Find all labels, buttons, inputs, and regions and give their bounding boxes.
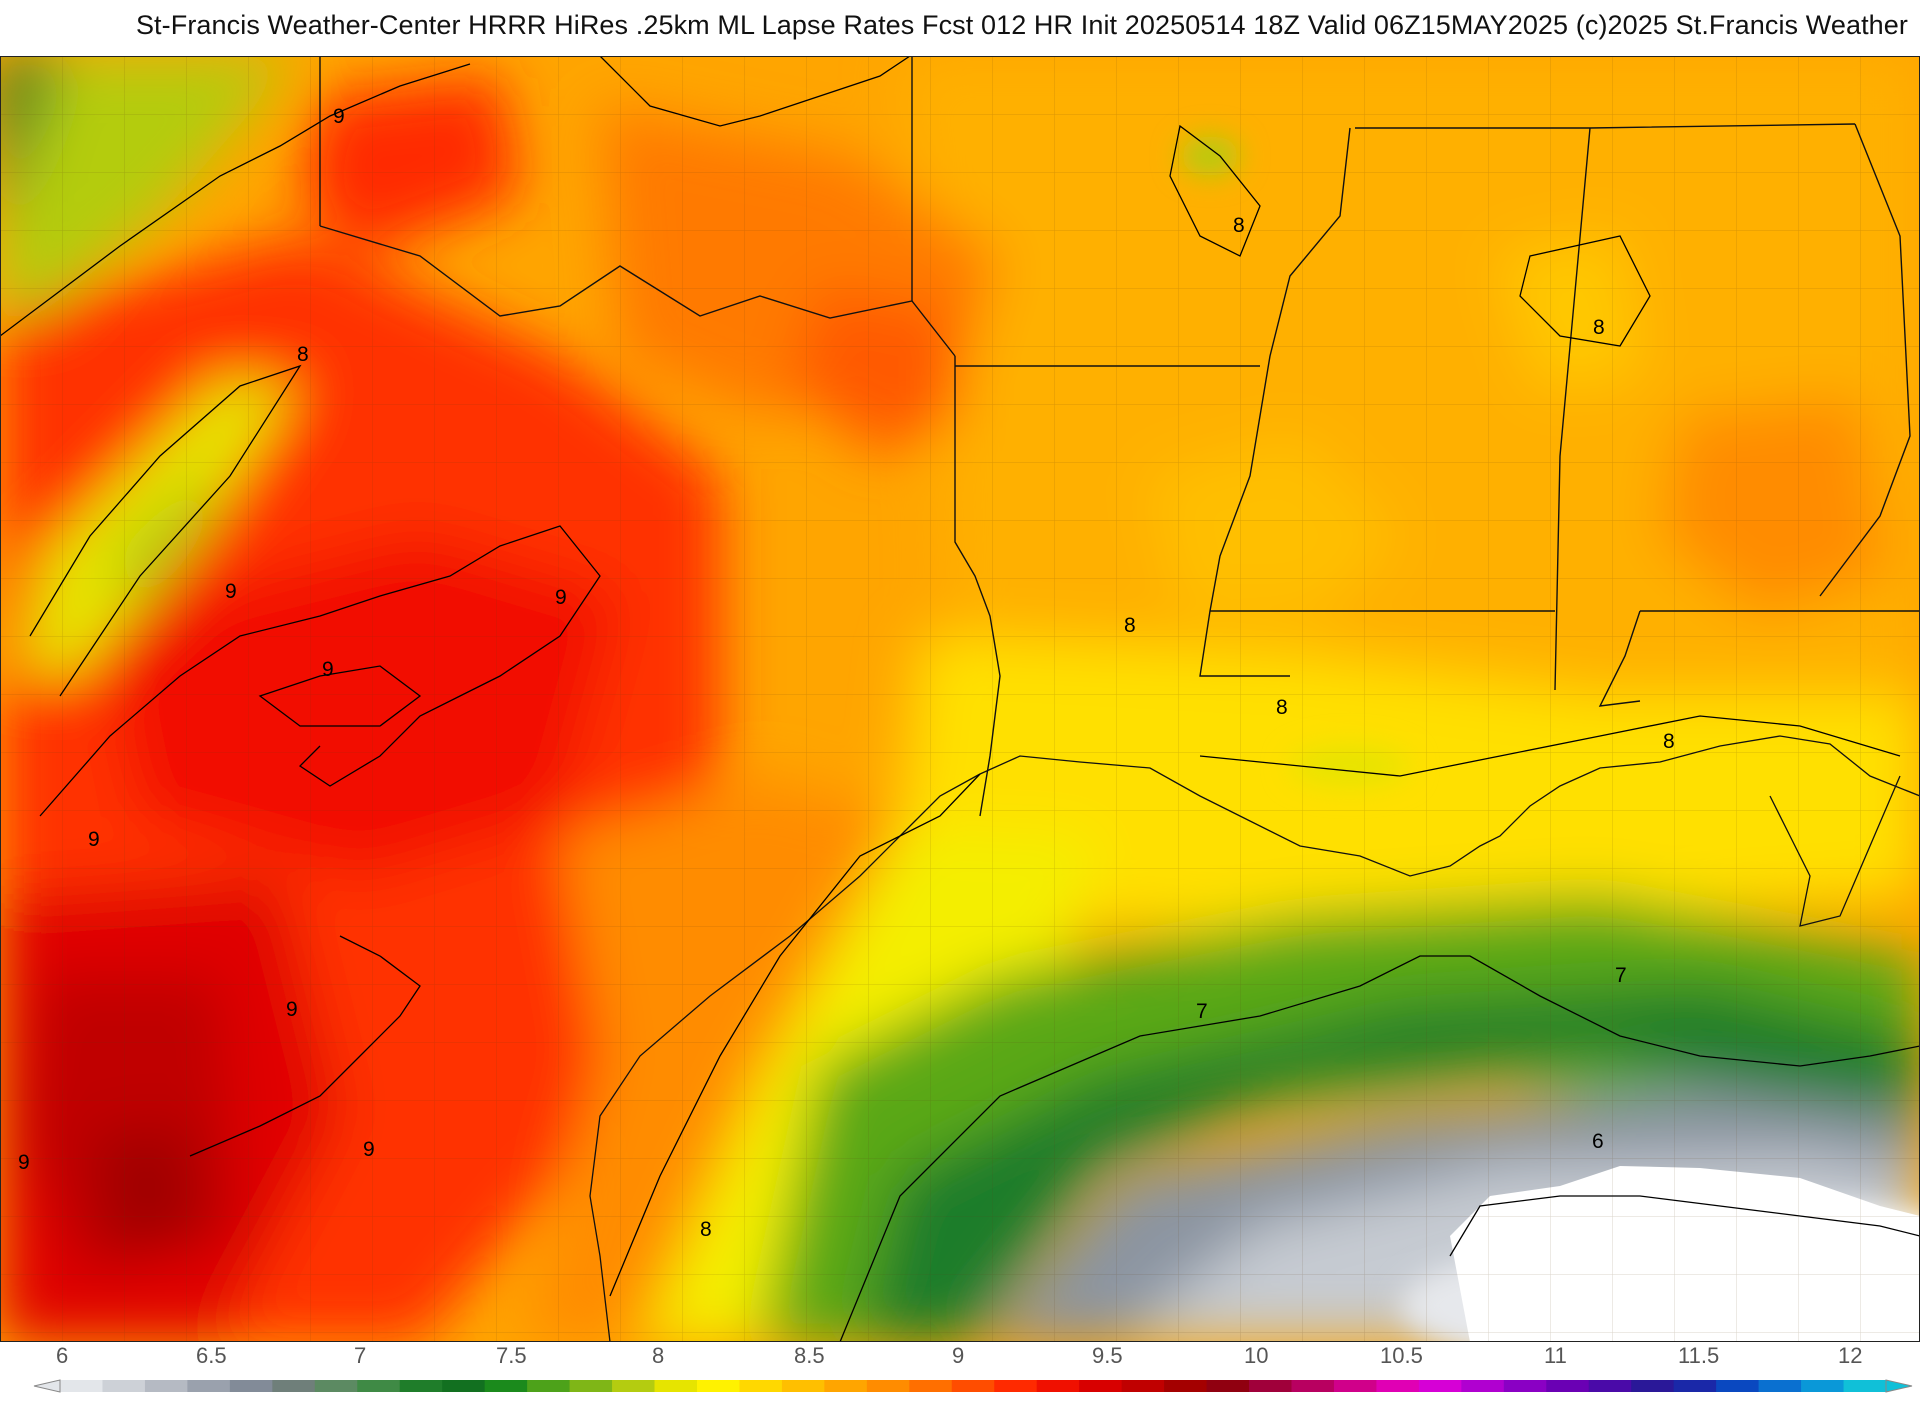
scale-cell — [314, 1380, 358, 1392]
scale-cell — [272, 1380, 316, 1392]
scale-cell — [144, 1380, 188, 1392]
scale-cell — [1206, 1380, 1250, 1392]
contour-label: 8 — [1276, 696, 1288, 719]
scale-cell — [1418, 1380, 1462, 1392]
contour-label: 8 — [1593, 316, 1605, 339]
contour-label: 9 — [555, 586, 567, 609]
scale-cell — [1503, 1380, 1547, 1392]
contour-label: 7 — [1196, 1000, 1208, 1023]
scale-cell — [612, 1380, 656, 1392]
county-grid — [0, 56, 1920, 1342]
lapse-rate-map: 9 8 9 9 9 9 9 9 9 8 8 8 8 8 8 7 7 6 — [0, 55, 1920, 1366]
scale-tick: 6.5 — [196, 1343, 227, 1368]
color-scale: 6 6.5 7 7.5 8 8.5 9 9.5 10 10.5 11 11.5 … — [0, 1342, 1920, 1400]
scale-cell — [654, 1380, 698, 1392]
contour-label: 9 — [363, 1138, 375, 1161]
scale-cell — [229, 1380, 273, 1392]
coastline — [589, 735, 1920, 1343]
scale-cell — [60, 1380, 104, 1392]
scale-cell — [1121, 1380, 1165, 1392]
scale-tick: 10 — [1244, 1343, 1268, 1368]
contour-label: 9 — [286, 998, 298, 1021]
scale-left-arrow — [33, 1379, 61, 1393]
scale-tick: 6 — [56, 1343, 68, 1368]
scale-cell — [951, 1380, 995, 1392]
scale-right-arrow — [1885, 1379, 1913, 1393]
scale-cell — [1546, 1380, 1590, 1392]
contour-label: 8 — [700, 1218, 712, 1241]
contour-label: 7 — [1615, 964, 1627, 987]
scale-cell — [1843, 1380, 1887, 1392]
scale-cell — [1333, 1380, 1378, 1392]
scale-tick: 11 — [1544, 1343, 1567, 1368]
contour-label: 8 — [297, 343, 309, 366]
scale-tick-labels: 6 6.5 7 7.5 8 8.5 9 9.5 10 10.5 11 11.5 … — [56, 1343, 1862, 1368]
scale-cell — [1758, 1380, 1802, 1392]
scale-tick: 11.5 — [1678, 1343, 1719, 1368]
scale-cell — [1673, 1380, 1717, 1392]
scale-cell — [739, 1380, 783, 1392]
contour-labels: 9 8 9 9 9 9 9 9 9 8 8 8 8 8 8 7 7 6 — [18, 105, 1675, 1241]
scale-tick: 7 — [354, 1343, 366, 1368]
scale-tick: 8 — [652, 1343, 664, 1368]
map-title: St-Francis Weather-Center HRRR HiRes .25… — [135, 10, 1908, 40]
scale-cell — [824, 1380, 868, 1392]
scale-tick: 9.5 — [1092, 1343, 1123, 1368]
scale-tick: 10.5 — [1380, 1343, 1423, 1368]
scale-cell — [527, 1380, 571, 1392]
scale-cell — [1461, 1380, 1505, 1392]
scale-cell — [1164, 1380, 1208, 1392]
scale-cell — [1249, 1380, 1293, 1392]
scale-tick: 7.5 — [496, 1343, 527, 1368]
scale-cell — [1716, 1380, 1760, 1392]
scale-cell — [1631, 1380, 1675, 1392]
contour-label: 9 — [333, 105, 345, 128]
scale-cell — [484, 1380, 528, 1392]
scale-bar — [60, 1380, 1887, 1392]
scale-cell — [569, 1380, 613, 1392]
contour-label: 8 — [1663, 730, 1675, 753]
state-borders — [319, 56, 1920, 817]
scale-cell — [994, 1380, 1038, 1392]
scale-cell — [399, 1380, 443, 1392]
contour-label: 8 — [1233, 214, 1245, 237]
scale-cell — [1291, 1380, 1335, 1392]
scale-cell — [1376, 1380, 1420, 1392]
scale-cell — [187, 1380, 231, 1392]
header: St-Francis Weather-Center HRRR HiRes .25… — [0, 0, 1920, 56]
contour-label: 9 — [88, 828, 100, 851]
scale-tick: 8.5 — [794, 1343, 825, 1368]
scale-cell — [1588, 1380, 1632, 1392]
scale-tick: 12 — [1838, 1343, 1862, 1368]
scale-cell — [909, 1380, 953, 1392]
contour-lines — [0, 55, 1920, 1343]
contour-label: 9 — [225, 580, 237, 603]
scale-cell — [442, 1380, 486, 1392]
scale-cell — [1036, 1380, 1080, 1392]
scale-tick: 9 — [952, 1343, 964, 1368]
contour-label: 8 — [1124, 614, 1136, 637]
scale-cell — [102, 1380, 146, 1392]
scale-cell — [1801, 1380, 1845, 1392]
contour-label: 9 — [18, 1151, 30, 1174]
scale-cell — [696, 1380, 741, 1392]
scale-cell — [357, 1380, 401, 1392]
scale-cell — [1079, 1380, 1123, 1392]
scale-cell — [866, 1380, 910, 1392]
contour-label: 6 — [1592, 1130, 1604, 1153]
scale-cell — [781, 1380, 825, 1392]
contour-label: 9 — [322, 658, 334, 681]
